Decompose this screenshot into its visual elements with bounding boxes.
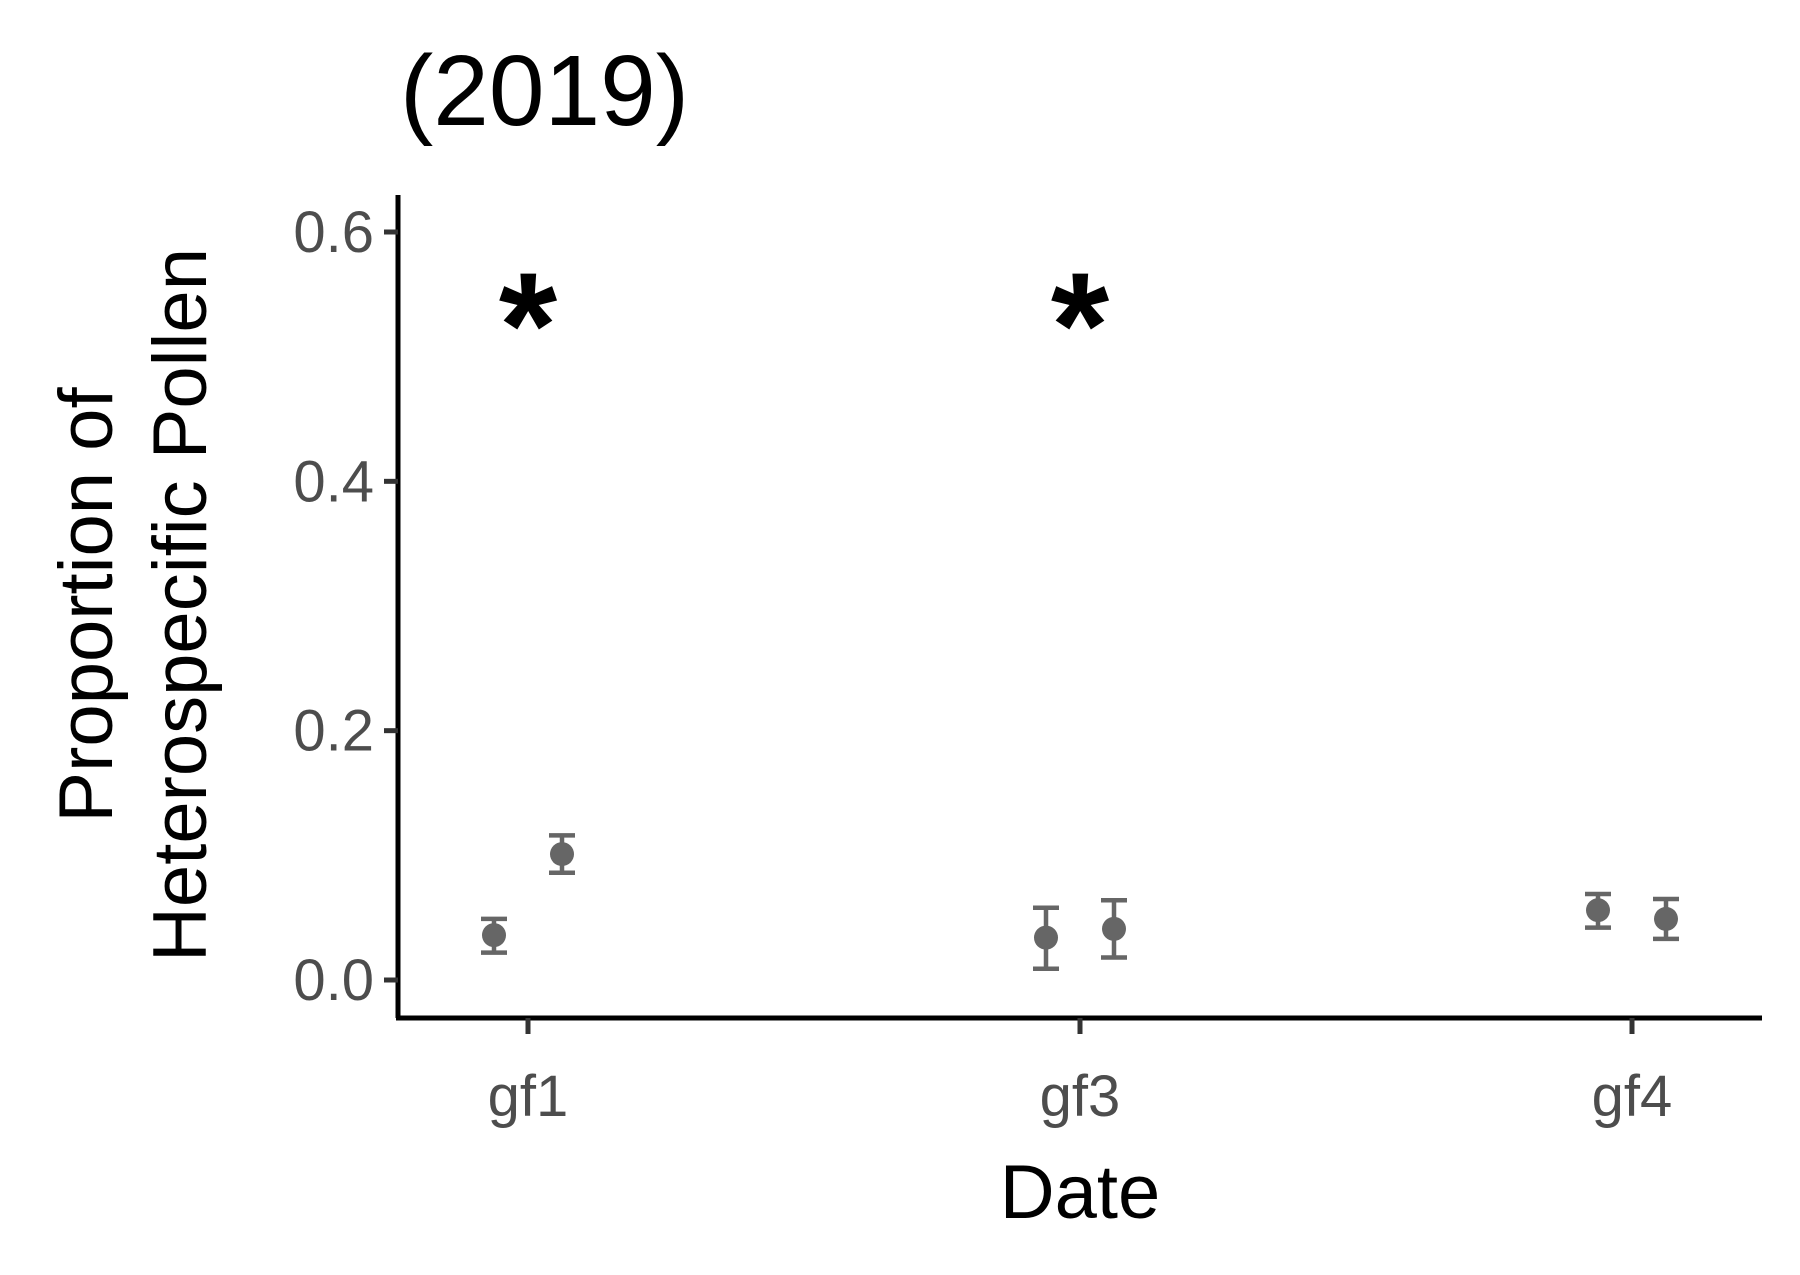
y-tick-label: 0.0 (293, 948, 374, 1013)
y-tick-label: 0.4 (293, 449, 374, 514)
data-point (1034, 925, 1058, 950)
data-point (550, 842, 574, 867)
data-point (1102, 916, 1126, 941)
y-tick-label: 0.6 (293, 200, 374, 265)
chart-title: (2019) (400, 35, 689, 147)
significance-star: * (499, 241, 558, 409)
data-points (481, 833, 1679, 972)
x-tick-label: gf4 (1592, 1064, 1673, 1129)
y-axis-title-line-1: Proportion of (44, 387, 129, 823)
significance-annotations: * * (499, 241, 1110, 409)
x-axis-title: Date (1000, 1150, 1161, 1235)
data-point (1586, 898, 1610, 923)
data-point (482, 923, 506, 948)
data-point (1654, 906, 1678, 931)
significance-star: * (1051, 241, 1110, 409)
y-axis-title-line-2: Heterospecific Pollen (138, 248, 223, 962)
x-tick-label: gf1 (488, 1064, 569, 1129)
x-axis-ticks: gf1 gf3 gf4 (488, 1018, 1673, 1129)
x-tick-label: gf3 (1040, 1064, 1121, 1129)
y-tick-label: 0.2 (293, 699, 374, 764)
y-axis-ticks: 0.0 0.2 0.4 0.6 (293, 200, 398, 1013)
